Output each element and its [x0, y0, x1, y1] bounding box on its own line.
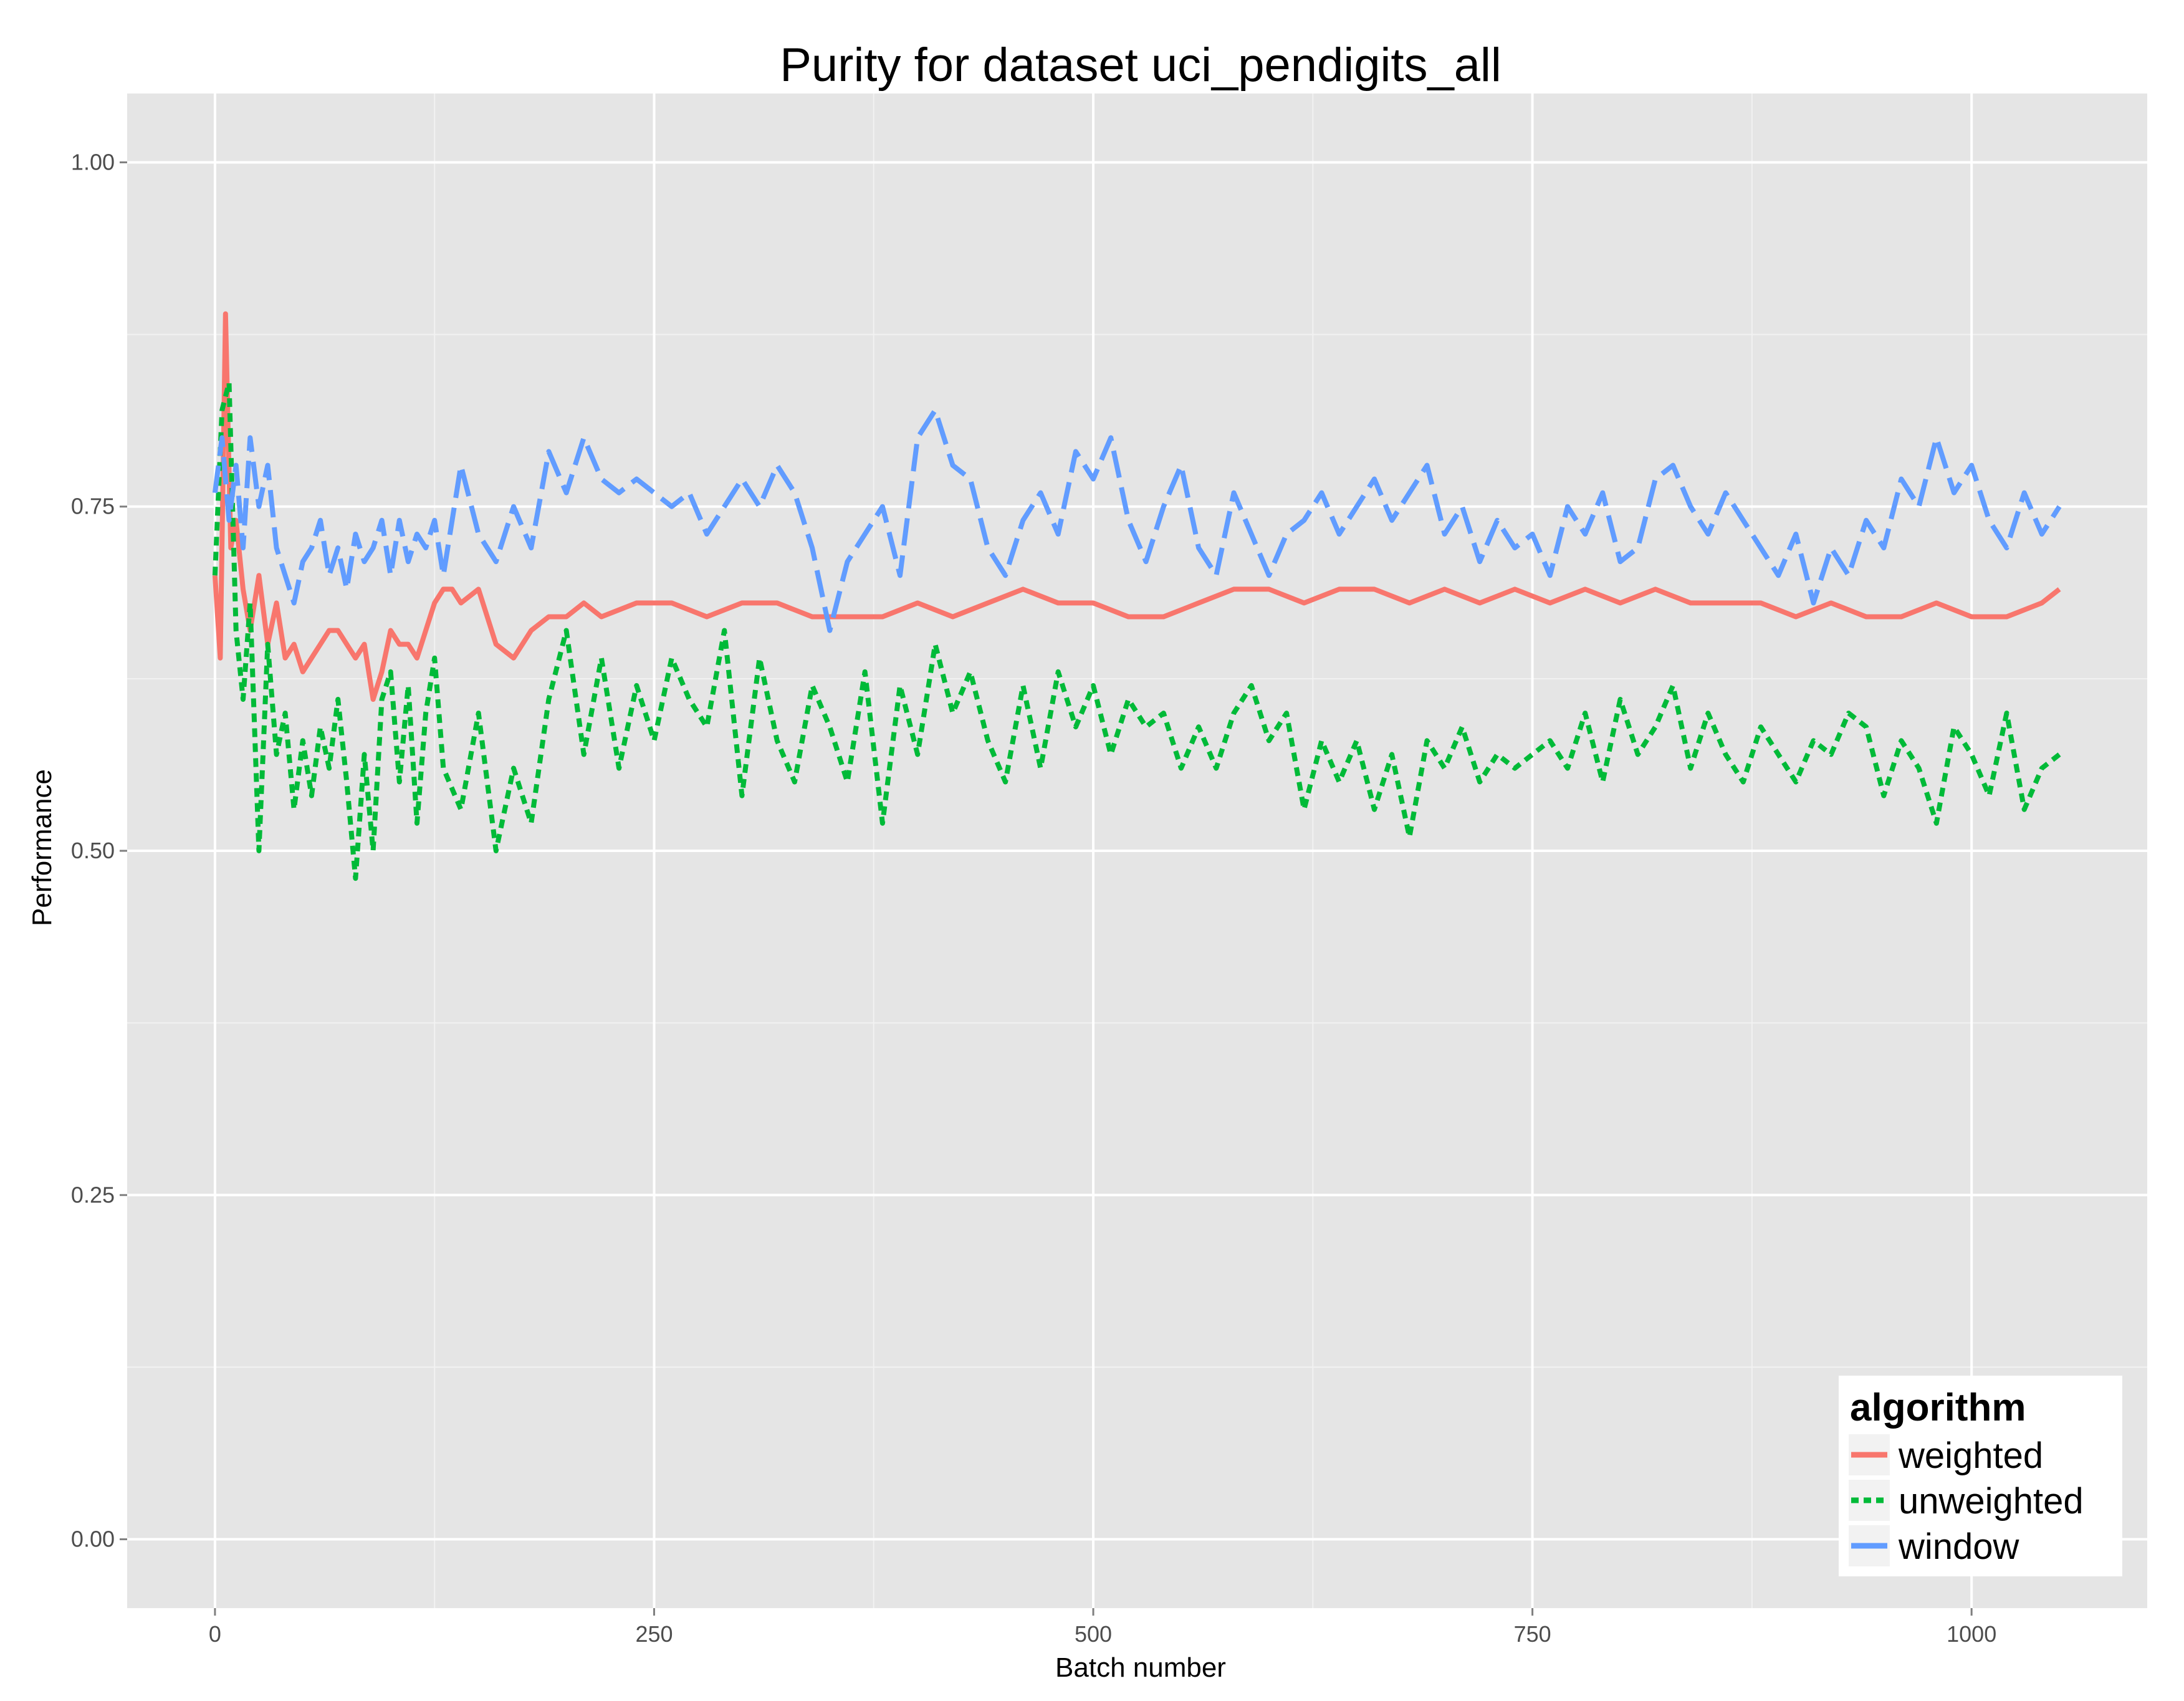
- legend-title: algorithm: [1850, 1386, 2026, 1429]
- x-tick-label: 250: [635, 1621, 673, 1647]
- y-tick-label: 0.25: [71, 1182, 115, 1207]
- y-tick-label: 0.75: [71, 494, 115, 519]
- x-tick-label: 0: [209, 1621, 221, 1647]
- y-tick-label: 0.50: [71, 838, 115, 863]
- series-layer: [212, 311, 2062, 881]
- series-line-unweighted: [212, 380, 2061, 881]
- series-line-window: [212, 408, 2062, 633]
- major-grid: [127, 93, 2147, 1608]
- x-axis-label: Batch number: [1055, 1652, 1226, 1683]
- legend-label-window: window: [1898, 1526, 2020, 1567]
- legend: algorithm weighted unweighted window: [1839, 1376, 2122, 1576]
- y-tick-label: 1.00: [71, 149, 115, 175]
- y-tick-label: 0.00: [71, 1526, 115, 1552]
- y-axis-label: Performance: [27, 769, 57, 926]
- series-line-weighted: [212, 311, 2061, 702]
- chart-title: Purity for dataset uci_pendigits_all: [780, 39, 1502, 92]
- x-tick-label: 500: [1075, 1621, 1112, 1647]
- x-tick-label: 750: [1514, 1621, 1551, 1647]
- legend-label-weighted: weighted: [1898, 1435, 2043, 1476]
- axis-ticks: 0 250 500 750 1000 0.00 0.25 0.50 0.75 1.00: [71, 149, 1996, 1647]
- legend-label-unweighted: unweighted: [1899, 1481, 2084, 1521]
- x-tick-label: 1000: [1947, 1621, 1996, 1647]
